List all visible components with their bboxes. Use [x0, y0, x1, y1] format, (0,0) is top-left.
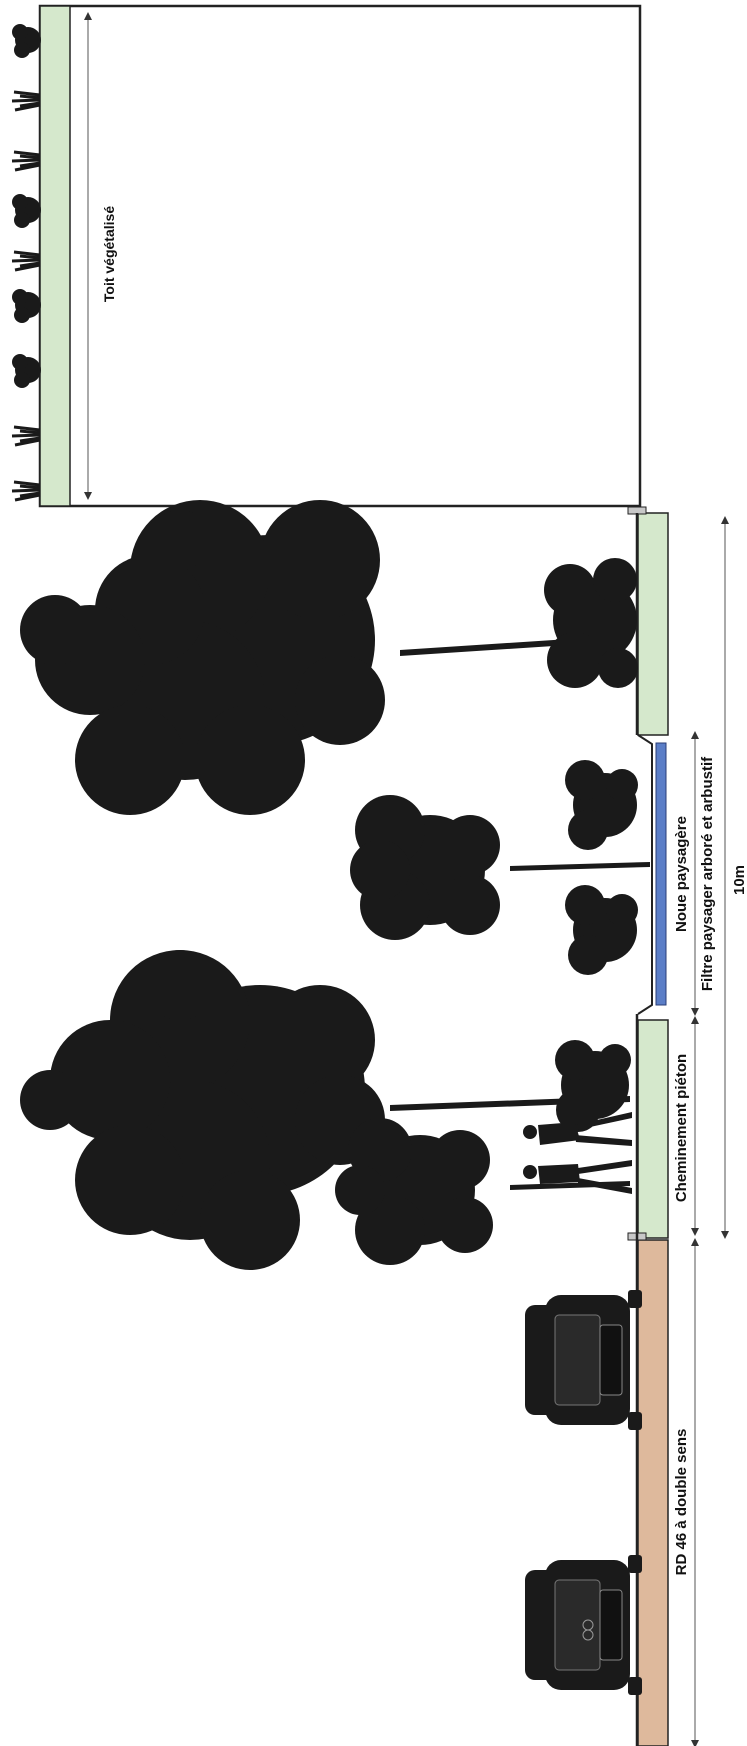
- roof-shrub-icon: [12, 194, 41, 228]
- pedestrians-icon: [523, 1112, 632, 1194]
- swale-label: Noue paysagère: [673, 816, 690, 932]
- roof-grass-icon: [11, 250, 41, 272]
- roof-label: Toit végétalisé: [101, 206, 117, 302]
- swale-channel: [637, 734, 653, 1015]
- roof-grass-icon: [11, 425, 41, 447]
- building-outline: [38, 4, 642, 508]
- shrub-icon: [565, 885, 638, 975]
- car-icon: [525, 1555, 642, 1695]
- tree-medium-walkway-icon: [335, 1118, 630, 1265]
- tree-medium-swale-icon: [350, 795, 650, 940]
- tree-large-1-icon: [20, 500, 630, 815]
- roof-grass-icon: [11, 480, 41, 502]
- swale-water: [655, 742, 667, 1006]
- roof-shrub-icon: [12, 354, 41, 388]
- ground-profile: [627, 506, 669, 1746]
- dimension-10m-label: 10m: [731, 865, 747, 895]
- shrub-icon: [565, 760, 638, 850]
- shrub-icon: [555, 1040, 631, 1132]
- curb-top: [627, 506, 647, 515]
- green-roof-strip: [39, 5, 71, 507]
- road-label: RD 46 à double sens: [673, 1429, 690, 1576]
- dimension-lines: [691, 516, 729, 1746]
- walkway-label: Cheminement piéton: [673, 1054, 690, 1202]
- building: [38, 4, 642, 508]
- tree-large-2-icon: [20, 950, 630, 1270]
- roof-plants: [11, 24, 41, 502]
- road-surface: [637, 1239, 669, 1746]
- shrub-icon: [544, 558, 638, 688]
- roof-shrub-icon: [12, 24, 41, 58]
- car-icon: [525, 1290, 642, 1430]
- walkway-green-strip: [637, 1019, 669, 1239]
- roof-grass-icon: [11, 150, 41, 172]
- roof-shrub-icon: [12, 289, 41, 323]
- building-green-strip: [637, 512, 669, 736]
- roof-grass-icon: [11, 90, 41, 112]
- filter-label: Filtre paysager arboré et arbustif: [699, 756, 716, 991]
